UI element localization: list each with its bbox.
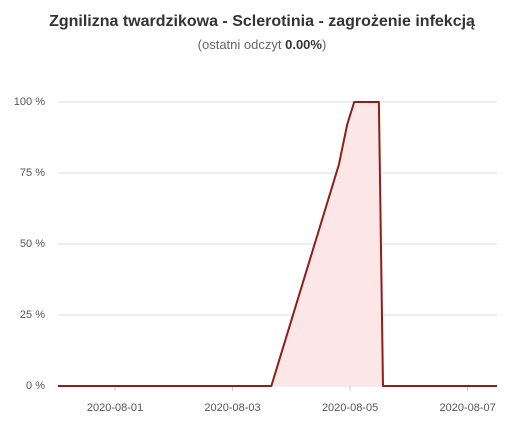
x-tick-label: 2020-08-03 <box>204 402 260 414</box>
last-reading: 0.00% <box>285 37 322 52</box>
y-tick-label: 100 % <box>14 96 45 108</box>
x-tick-label: 2020-08-05 <box>322 402 378 414</box>
y-tick-label: 25 % <box>20 309 45 321</box>
chart-title: Zgnilizna twardzikowa - Sclerotinia - za… <box>49 13 475 30</box>
subtitle-close: ) <box>322 37 326 52</box>
x-tick-label: 2020-08-07 <box>439 402 495 414</box>
line <box>58 101 497 387</box>
y-tick-label: 75 % <box>20 167 45 179</box>
subtitle-text: (ostatni odczyt <box>198 37 282 52</box>
x-tick-label: 2020-08-01 <box>87 402 143 414</box>
y-tick-label: 50 % <box>20 238 45 250</box>
y-tick-label: 0 % <box>26 380 45 392</box>
chart-subtitle: (ostatni odczyt 0.00%) <box>198 37 327 52</box>
